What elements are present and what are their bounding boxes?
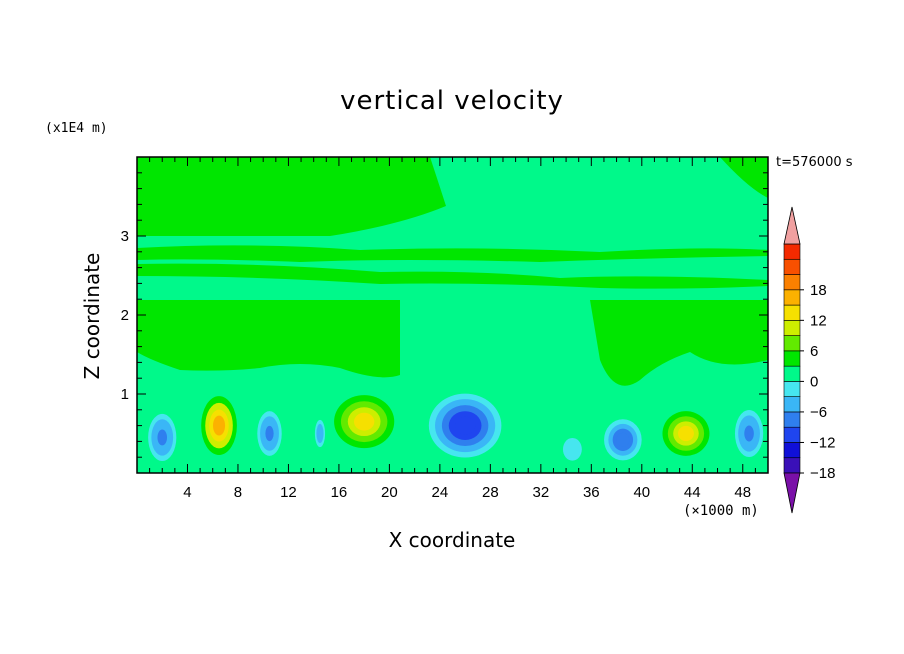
colorbar-box	[783, 350, 801, 367]
x-tick-label: 16	[331, 484, 348, 501]
x-tick-label: 40	[633, 484, 650, 501]
velocity-cell	[428, 393, 502, 458]
x-tick-label: 24	[432, 484, 449, 501]
velocity-cell	[197, 390, 241, 462]
x-axis: 4 8 12 16 20 24 28 32 36 40 44 48	[149, 157, 756, 501]
colorbar-label: −12	[810, 434, 835, 451]
y-axis-label: Z coordinate	[80, 252, 104, 380]
colorbar-box	[783, 289, 801, 306]
contour-level	[744, 425, 754, 442]
contour-level	[316, 427, 323, 440]
velocity-cell	[257, 411, 282, 456]
contour-level	[353, 412, 375, 431]
colorbar-box	[783, 396, 801, 413]
velocity-cells	[148, 389, 764, 462]
x-tick-label: 4	[183, 484, 191, 501]
contour-level	[616, 432, 630, 447]
x-axis-label: X coordinate	[0, 528, 904, 552]
time-label: t=576000 s	[776, 155, 853, 170]
x-tick-label: 32	[532, 484, 549, 501]
colorbar-label: 0	[810, 373, 818, 390]
contour-level	[212, 415, 226, 436]
chart-title: vertical velocity	[340, 86, 564, 116]
velocity-cell	[562, 437, 582, 461]
colorbar-label: 6	[810, 343, 818, 360]
upper-right-positive-region	[720, 157, 768, 198]
x-unit-label: (×1000 m)	[683, 503, 759, 519]
plot-area	[137, 157, 768, 473]
right-positive-region	[590, 300, 768, 386]
lower-positive-band	[137, 263, 768, 289]
colorbar-label: 18	[810, 282, 827, 299]
x-axis-label-text: X coordinate	[388, 528, 516, 552]
contour-level	[454, 416, 476, 435]
colorbar-box	[783, 335, 801, 352]
colorbar-box	[783, 304, 801, 321]
y-unit-label: (x1E4 m)	[45, 121, 108, 136]
contour-level	[265, 425, 274, 442]
contour-level	[298, 422, 305, 437]
contour-level	[157, 429, 168, 446]
contour-level	[568, 444, 577, 455]
central-positive-region	[137, 300, 400, 378]
velocity-cell	[604, 419, 642, 461]
colorbar-box	[783, 243, 801, 260]
colorbar-box	[783, 274, 801, 291]
x-tick-label: 28	[482, 484, 499, 501]
colorbar-label: −18	[810, 465, 835, 482]
x-tick-label: 8	[234, 484, 242, 501]
colorbar-label: 12	[810, 312, 827, 329]
x-tick-label: 36	[583, 484, 600, 501]
colorbar-box	[783, 457, 801, 474]
y-tick-label: 3	[121, 228, 129, 245]
colorbar-box	[783, 365, 801, 382]
x-tick-label: 12	[280, 484, 297, 501]
colorbar-over-triangle	[783, 206, 801, 245]
velocity-cell	[327, 389, 401, 454]
colorbar-box	[783, 381, 801, 397]
x-tick-label: 20	[381, 484, 398, 501]
contour-level	[678, 425, 694, 442]
colorbar-box	[783, 442, 801, 459]
colorbar-label: −6	[810, 404, 827, 421]
colorbar-box	[783, 258, 801, 275]
mid-positive-band	[137, 245, 768, 262]
x-tick-label: 48	[734, 484, 751, 501]
colorbar-box	[783, 320, 801, 336]
velocity-cell	[314, 419, 326, 448]
velocity-cell	[657, 406, 715, 461]
colorbar-box	[783, 411, 801, 428]
y-axis: 1 2 3	[121, 172, 768, 458]
colorbar: 18 12 6 0 −6 −12 −18	[783, 206, 835, 514]
y-tick-label: 1	[121, 386, 129, 403]
velocity-cell	[734, 409, 764, 458]
colorbar-under-triangle	[783, 472, 801, 514]
y-tick-label: 2	[121, 307, 129, 324]
upper-positive-region	[137, 157, 446, 236]
x-tick-label: 44	[684, 484, 701, 501]
colorbar-box	[783, 426, 801, 443]
velocity-cell	[298, 422, 305, 437]
velocity-cell	[148, 413, 177, 461]
